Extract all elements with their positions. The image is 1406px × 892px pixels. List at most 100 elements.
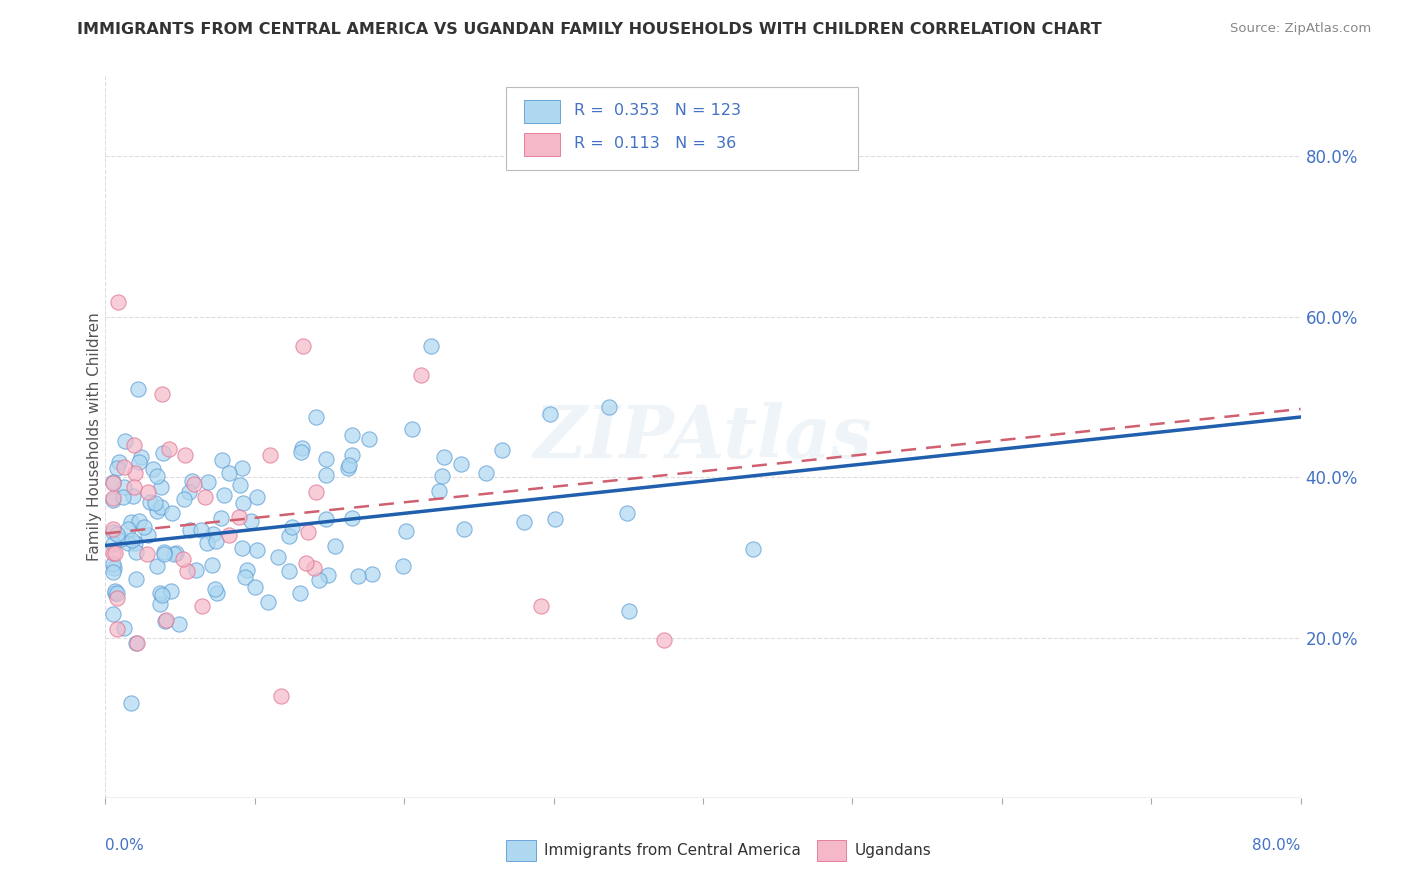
Text: IMMIGRANTS FROM CENTRAL AMERICA VS UGANDAN FAMILY HOUSEHOLDS WITH CHILDREN CORRE: IMMIGRANTS FROM CENTRAL AMERICA VS UGAND… (77, 22, 1102, 37)
Point (232, 496, 254, 510)
Point (150, 588, 173, 602)
Point (110, 532, 132, 546)
Text: Ugandans: Ugandans (855, 843, 932, 858)
Point (112, 480, 135, 494)
Point (652, 633, 675, 648)
Point (291, 338, 314, 352)
Point (179, 523, 201, 537)
Point (315, 512, 337, 526)
Point (165, 546, 187, 560)
Point (290, 585, 312, 599)
Point (598, 400, 620, 414)
Point (122, 480, 145, 494)
Point (427, 484, 450, 499)
Point (194, 490, 217, 504)
Point (117, 522, 139, 536)
Point (218, 528, 240, 542)
Point (391, 558, 413, 573)
Point (101, 522, 124, 536)
Point (153, 544, 176, 558)
Point (357, 432, 380, 446)
Point (146, 504, 169, 518)
Point (104, 583, 127, 598)
Point (191, 599, 214, 614)
Point (145, 469, 167, 483)
Point (101, 565, 124, 579)
Point (347, 569, 370, 583)
Point (127, 636, 149, 650)
Text: R =  0.113   N =  36: R = 0.113 N = 36 (574, 136, 737, 151)
Point (240, 514, 263, 528)
Point (323, 539, 346, 553)
Point (155, 615, 177, 629)
Point (139, 494, 162, 508)
Point (491, 443, 513, 458)
Point (129, 450, 152, 464)
Point (122, 489, 145, 503)
Point (172, 552, 194, 566)
Point (342, 428, 364, 442)
Point (228, 478, 250, 492)
Point (616, 506, 638, 520)
Point (107, 622, 129, 636)
Point (174, 448, 197, 462)
Point (125, 636, 148, 650)
Point (153, 547, 176, 561)
Text: ZIPAtlas: ZIPAtlas (534, 401, 872, 473)
Point (101, 475, 124, 489)
Point (160, 506, 183, 520)
Point (411, 368, 433, 382)
Point (420, 339, 443, 353)
Point (105, 460, 128, 475)
Point (544, 512, 567, 526)
Point (245, 542, 267, 557)
Point (107, 586, 129, 600)
Point (104, 546, 127, 560)
Point (117, 536, 139, 550)
Point (101, 524, 124, 539)
Point (103, 561, 125, 575)
Point (401, 422, 423, 436)
Point (233, 570, 256, 584)
Point (195, 536, 218, 550)
Point (136, 528, 159, 542)
Point (177, 484, 200, 499)
Point (125, 545, 148, 559)
Point (228, 509, 250, 524)
Point (202, 527, 225, 541)
Point (162, 547, 184, 561)
Point (186, 563, 208, 577)
Text: Source: ZipAtlas.com: Source: ZipAtlas.com (1230, 22, 1371, 36)
Point (278, 529, 301, 543)
Point (114, 434, 136, 448)
Point (340, 510, 363, 524)
Point (231, 541, 253, 556)
Point (124, 536, 146, 550)
Point (475, 466, 498, 480)
Point (155, 613, 177, 627)
Point (101, 607, 124, 621)
Point (104, 585, 127, 599)
Point (212, 488, 235, 502)
Point (270, 689, 292, 703)
Point (281, 520, 304, 534)
Point (305, 409, 328, 424)
Point (108, 455, 131, 469)
Point (315, 451, 337, 466)
Point (173, 491, 195, 506)
Point (112, 459, 135, 474)
Point (209, 510, 232, 524)
Point (277, 564, 299, 578)
Point (111, 490, 134, 504)
Point (395, 524, 418, 538)
Point (134, 520, 156, 534)
Point (530, 599, 553, 613)
Point (101, 546, 124, 560)
Point (124, 466, 146, 480)
Point (205, 534, 228, 549)
Point (218, 467, 240, 481)
Point (433, 450, 456, 464)
Point (450, 458, 472, 472)
Point (340, 448, 363, 462)
Text: Immigrants from Central America: Immigrants from Central America (544, 843, 801, 858)
